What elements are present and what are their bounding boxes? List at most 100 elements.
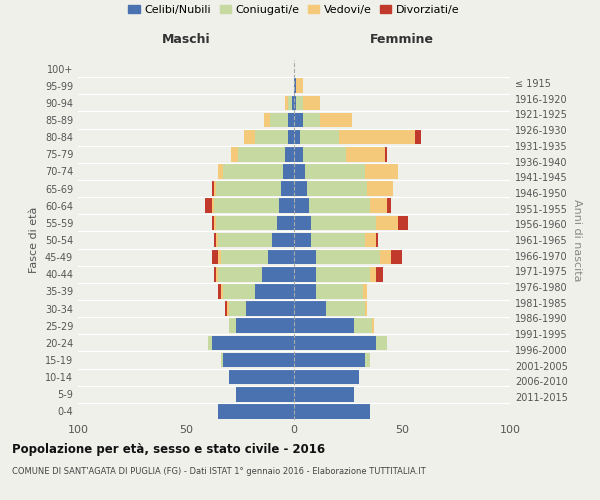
Bar bbox=[294, 216, 311, 230]
Bar bbox=[214, 198, 279, 213]
Bar bbox=[218, 232, 272, 248]
Bar bbox=[376, 267, 383, 281]
Bar bbox=[214, 267, 216, 281]
Bar bbox=[255, 284, 294, 298]
Bar bbox=[376, 216, 398, 230]
Text: Maschi: Maschi bbox=[161, 34, 211, 46]
Bar bbox=[287, 112, 294, 128]
Bar bbox=[227, 302, 229, 316]
Bar bbox=[212, 336, 294, 350]
Bar bbox=[309, 198, 370, 213]
Bar bbox=[236, 387, 294, 402]
Bar bbox=[311, 232, 365, 248]
Bar bbox=[398, 216, 409, 230]
Bar bbox=[212, 182, 214, 196]
Bar bbox=[372, 318, 374, 333]
Bar bbox=[218, 284, 221, 298]
Bar bbox=[281, 182, 294, 196]
Bar bbox=[216, 216, 277, 230]
Bar bbox=[283, 164, 294, 178]
Bar bbox=[302, 147, 346, 162]
Bar bbox=[316, 250, 380, 264]
Bar bbox=[287, 130, 294, 144]
Bar bbox=[294, 370, 359, 384]
Bar bbox=[307, 182, 367, 196]
Bar bbox=[376, 336, 387, 350]
Bar bbox=[376, 232, 378, 248]
Bar bbox=[365, 352, 370, 368]
Bar bbox=[205, 198, 212, 213]
Bar bbox=[255, 130, 287, 144]
Bar bbox=[223, 352, 294, 368]
Bar bbox=[212, 250, 218, 264]
Bar bbox=[415, 130, 421, 144]
Bar bbox=[367, 182, 394, 196]
Text: Popolazione per età, sesso e stato civile - 2016: Popolazione per età, sesso e stato civil… bbox=[12, 442, 325, 456]
Bar bbox=[302, 112, 320, 128]
Bar bbox=[214, 182, 216, 196]
Bar bbox=[365, 232, 376, 248]
Bar bbox=[316, 284, 363, 298]
Bar bbox=[365, 302, 367, 316]
Bar bbox=[294, 302, 326, 316]
Bar bbox=[311, 216, 376, 230]
Bar bbox=[279, 198, 294, 213]
Bar bbox=[294, 336, 376, 350]
Bar bbox=[294, 78, 296, 93]
Bar bbox=[236, 318, 294, 333]
Bar bbox=[229, 302, 247, 316]
Bar bbox=[262, 267, 294, 281]
Text: Femmine: Femmine bbox=[370, 34, 434, 46]
Y-axis label: Anni di nascita: Anni di nascita bbox=[572, 198, 581, 281]
Bar bbox=[294, 147, 302, 162]
Bar bbox=[218, 267, 262, 281]
Bar bbox=[238, 147, 286, 162]
Bar bbox=[229, 370, 294, 384]
Bar bbox=[287, 96, 292, 110]
Text: COMUNE DI SANT'AGATA DI PUGLIA (FG) - Dati ISTAT 1° gennaio 2016 - Elaborazione : COMUNE DI SANT'AGATA DI PUGLIA (FG) - Da… bbox=[12, 468, 426, 476]
Bar bbox=[221, 284, 223, 298]
Bar bbox=[294, 112, 302, 128]
Bar bbox=[268, 250, 294, 264]
Bar bbox=[294, 96, 296, 110]
Bar bbox=[346, 147, 385, 162]
Bar bbox=[212, 198, 214, 213]
Bar bbox=[326, 302, 365, 316]
Bar bbox=[214, 216, 216, 230]
Bar bbox=[370, 198, 387, 213]
Bar bbox=[247, 302, 294, 316]
Bar bbox=[294, 387, 355, 402]
Bar bbox=[294, 267, 316, 281]
Bar bbox=[316, 267, 370, 281]
Bar bbox=[365, 164, 398, 178]
Bar bbox=[229, 318, 236, 333]
Bar bbox=[221, 352, 223, 368]
Bar bbox=[380, 250, 391, 264]
Bar bbox=[244, 130, 255, 144]
Bar bbox=[294, 198, 309, 213]
Bar bbox=[294, 318, 355, 333]
Bar bbox=[294, 284, 316, 298]
Bar bbox=[320, 112, 352, 128]
Bar bbox=[208, 336, 212, 350]
Bar bbox=[385, 147, 387, 162]
Bar bbox=[272, 232, 294, 248]
Bar bbox=[294, 232, 311, 248]
Bar bbox=[277, 216, 294, 230]
Bar bbox=[294, 130, 301, 144]
Bar bbox=[294, 352, 365, 368]
Bar bbox=[294, 404, 370, 418]
Bar bbox=[225, 302, 227, 316]
Bar bbox=[216, 182, 281, 196]
Bar bbox=[391, 250, 402, 264]
Bar bbox=[363, 284, 367, 298]
Bar bbox=[370, 267, 376, 281]
Bar bbox=[216, 232, 218, 248]
Bar bbox=[218, 164, 223, 178]
Bar bbox=[223, 164, 283, 178]
Bar bbox=[216, 267, 218, 281]
Bar bbox=[340, 130, 415, 144]
Legend: Celibi/Nubili, Coniugati/e, Vedovi/e, Divorziati/e: Celibi/Nubili, Coniugati/e, Vedovi/e, Di… bbox=[124, 1, 464, 20]
Bar bbox=[294, 250, 316, 264]
Bar bbox=[294, 182, 307, 196]
